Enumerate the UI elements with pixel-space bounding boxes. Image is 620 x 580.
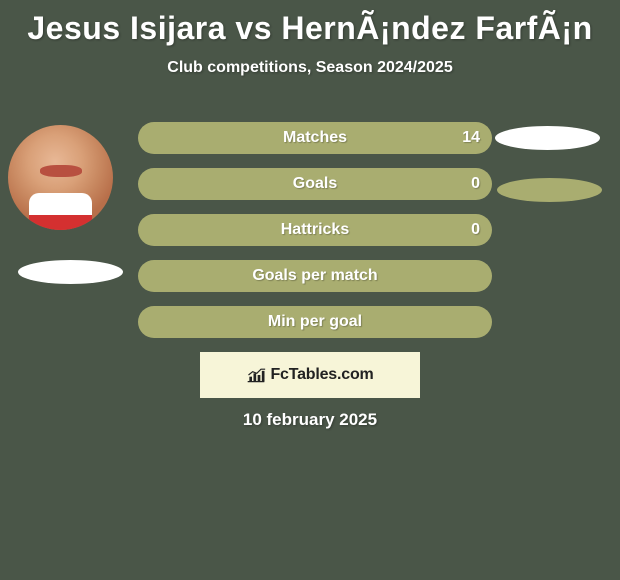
stat-value-right: 0 [471,221,480,239]
bar-chart-icon [246,366,266,384]
brand-box: FcTables.com [200,352,420,398]
stat-row-hattricks: Hattricks 0 [138,214,492,246]
stat-value-right: 0 [471,175,480,193]
stat-row-goals-per-match: Goals per match [138,260,492,292]
ellipse-decor-left [18,260,123,284]
ellipse-decor-right-2 [497,178,602,202]
page-subtitle: Club competitions, Season 2024/2025 [0,59,620,77]
brand-text: FcTables.com [270,366,373,384]
stat-value-right: 14 [462,129,480,147]
stat-label: Hattricks [281,221,349,239]
stat-row-goals: Goals 0 [138,168,492,200]
player-photo-left [8,125,113,230]
stat-label: Min per goal [268,313,362,331]
page-title: Jesus Isijara vs HernÃ¡ndez FarfÃ¡n [0,0,620,47]
stat-label: Matches [283,129,347,147]
date-text: 10 february 2025 [0,410,620,430]
stat-label: Goals [293,175,337,193]
stat-label: Goals per match [252,267,377,285]
stats-container: Matches 14 Goals 0 Hattricks 0 Goals per… [138,122,492,352]
ellipse-decor-right-1 [495,126,600,150]
stat-row-matches: Matches 14 [138,122,492,154]
stat-row-min-per-goal: Min per goal [138,306,492,338]
